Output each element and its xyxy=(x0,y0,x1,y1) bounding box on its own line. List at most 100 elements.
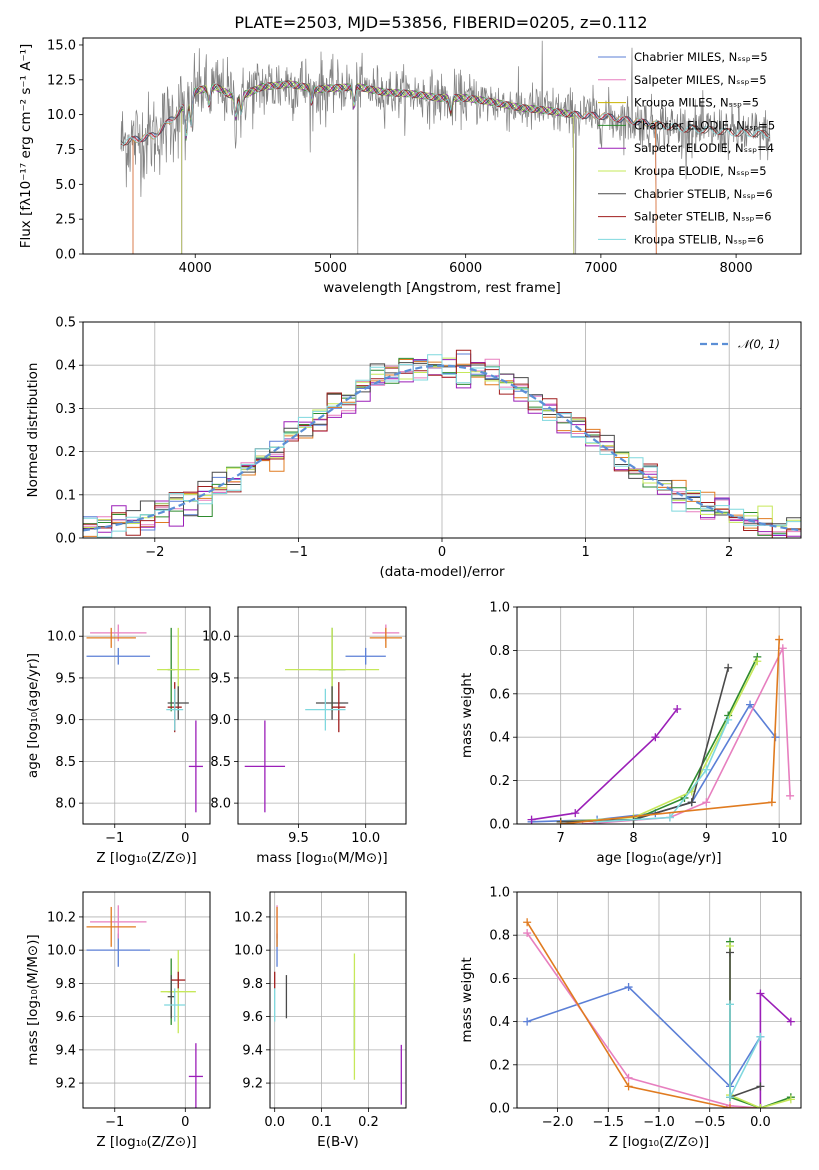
y-tick-label: 15.0 xyxy=(47,38,76,53)
y-axis-label: Normed distribution xyxy=(25,363,41,498)
x-tick-label: −2 xyxy=(145,545,164,560)
model-line xyxy=(181,81,575,254)
weight-marker xyxy=(746,700,755,709)
weight-line xyxy=(531,708,678,821)
y-tick-label: 0.3 xyxy=(55,402,76,417)
y-tick-label: 0.4 xyxy=(489,731,510,746)
x-tick-label: 0.1 xyxy=(311,1115,332,1130)
y-tick-label: 0.4 xyxy=(55,359,76,374)
weight_vs_age-panel: 7 8 9 10 0.0 0.2 0.4 0.6 0.8 1.0 age [log₁₀(age/yr… xyxy=(459,601,802,866)
legend-entry: 𝒩(0, 1) xyxy=(738,337,780,351)
weight-marker xyxy=(778,644,787,653)
weight-marker xyxy=(651,733,660,742)
legend-entry: Kroupa ELODIE, Nₛₛₚ=5 xyxy=(634,164,767,178)
error-bar-point xyxy=(332,682,346,733)
y-tick-label: 8.0 xyxy=(210,797,231,812)
axes-frame xyxy=(82,37,802,255)
weight-marker xyxy=(624,983,633,992)
y-tick-label: 0.0 xyxy=(489,1102,510,1117)
x-tick-label: 6000 xyxy=(449,261,482,276)
error-bar-point xyxy=(305,688,346,731)
y-tick-label: 0.1 xyxy=(55,488,76,503)
x-tick-label: 0 xyxy=(438,545,446,560)
x-tick-label: −0.5 xyxy=(694,1115,726,1130)
axes-frame xyxy=(269,891,407,1109)
weight-marker xyxy=(702,765,711,774)
spectrum-plot-area xyxy=(120,40,771,254)
y-tick-label: 0.6 xyxy=(489,687,510,702)
x-axis-label: Z [log₁₀(Z/Z⊙)] xyxy=(96,850,196,866)
weight-marker xyxy=(673,704,682,713)
weight-line xyxy=(597,719,729,823)
figure-title: PLATE=2503, MJD=53856, FIBERID=0205, z=0… xyxy=(234,13,647,32)
x-tick-label: 5000 xyxy=(314,261,347,276)
weight-line xyxy=(729,1004,762,1098)
weight_vs_z-plot-area xyxy=(523,918,795,1108)
residuals-plot-area xyxy=(83,349,801,538)
residual-histogram xyxy=(83,354,801,538)
x-tick-label: 1 xyxy=(581,545,589,560)
weight-marker xyxy=(724,715,733,724)
mass_vs_ebv-plot-area xyxy=(274,905,402,1105)
y-tick-label: 9.0 xyxy=(210,713,231,728)
x-tick-label: 10 xyxy=(771,831,788,846)
y-tick-label: 9.5 xyxy=(210,671,231,686)
error-bar-point xyxy=(86,906,136,947)
x-tick-label: 0 xyxy=(181,831,189,846)
error-bar-point xyxy=(160,950,196,1034)
y-tick-label: 9.2 xyxy=(242,1077,263,1092)
y-tick-label: 9.6 xyxy=(55,1010,76,1025)
weight_vs_age-plot-area xyxy=(527,635,795,824)
axes-frame xyxy=(516,606,802,825)
legend-entry: Kroupa STELIB, Nₛₛₚ=6 xyxy=(634,232,764,246)
error-bar-point xyxy=(188,720,203,813)
y-tick-label: 10.0 xyxy=(47,108,76,123)
error-bar-point xyxy=(345,647,386,665)
x-tick-label: 7000 xyxy=(584,261,617,276)
error-bar-point xyxy=(167,975,175,1019)
y-tick-label: 9.4 xyxy=(55,1043,76,1058)
weight-marker xyxy=(571,809,580,818)
normal-curve xyxy=(83,364,801,532)
weight-line xyxy=(729,952,761,1099)
age_vs_z-panel: −1 0 8.0 8.5 9.0 9.5 10.0 Z [log₁₀(Z/Z⊙)] age [l… xyxy=(25,606,211,866)
weight-marker xyxy=(726,1093,734,1102)
axes-frame xyxy=(82,606,211,825)
y-tick-label: 0.8 xyxy=(489,929,510,944)
y-tick-label: 1.0 xyxy=(489,886,510,901)
error-bar-point xyxy=(166,688,184,731)
weight-marker xyxy=(786,1095,795,1104)
axes-frame xyxy=(82,321,802,539)
legend-entry: Salpeter ELODIE, Nₛₛₚ=4 xyxy=(634,141,774,155)
error-bar-point xyxy=(90,905,147,939)
age_vs_z-plot-area xyxy=(86,624,203,813)
model-line xyxy=(120,80,771,147)
weight-marker xyxy=(767,798,776,807)
legend-entry: Salpeter STELIB, Nₛₛₚ=6 xyxy=(634,210,772,224)
x-tick-label: 0.2 xyxy=(358,1115,379,1130)
y-tick-label: 9.0 xyxy=(55,713,76,728)
legend: 𝒩(0, 1) xyxy=(700,337,780,351)
x-tick-label: 9.5 xyxy=(288,831,309,846)
legend-entry: Chabrier STELIB, Nₛₛₚ=6 xyxy=(634,187,773,201)
weight-marker xyxy=(756,1032,765,1041)
weight-marker xyxy=(756,1082,765,1091)
weight_vs_z-panel: −2.0 −1.5 −1.0 −0.5 0.0 0.0 0.2 0.4 0.6 0.8 1.0 Z [… xyxy=(459,886,802,1150)
legend: Chabrier MILES, Nₛₛₚ=5 Salpeter MILES, Nₛ… xyxy=(598,50,775,246)
weight-marker xyxy=(726,1000,734,1009)
residuals-panel: −2 −1 0 1 2 0.0 0.1 0.2 0.3 0.4 0.5 (data-model)/er… xyxy=(25,316,802,580)
age_vs_mass-plot-area xyxy=(244,624,402,813)
y-axis-label: mass [log₁₀(M/M⊙)] xyxy=(25,934,41,1065)
error-bar-point xyxy=(171,971,186,989)
age_vs_mass-panel: 9.5 10.0 8.0 8.5 9.0 9.5 10.0 mass [log₁₀(M/M⊙)… xyxy=(202,606,407,866)
x-axis-label: mass [log₁₀(M/M⊙)] xyxy=(256,850,387,866)
y-tick-label: 10.2 xyxy=(47,910,76,925)
y-tick-label: 8.5 xyxy=(55,755,76,770)
weight-line xyxy=(560,667,729,823)
weight-marker xyxy=(756,1104,765,1108)
weight-line xyxy=(526,921,761,1108)
y-tick-label: 8.5 xyxy=(210,755,231,770)
weight-marker xyxy=(527,815,536,824)
y-tick-label: 1.0 xyxy=(489,601,510,616)
x-tick-label: −1 xyxy=(105,1115,124,1130)
